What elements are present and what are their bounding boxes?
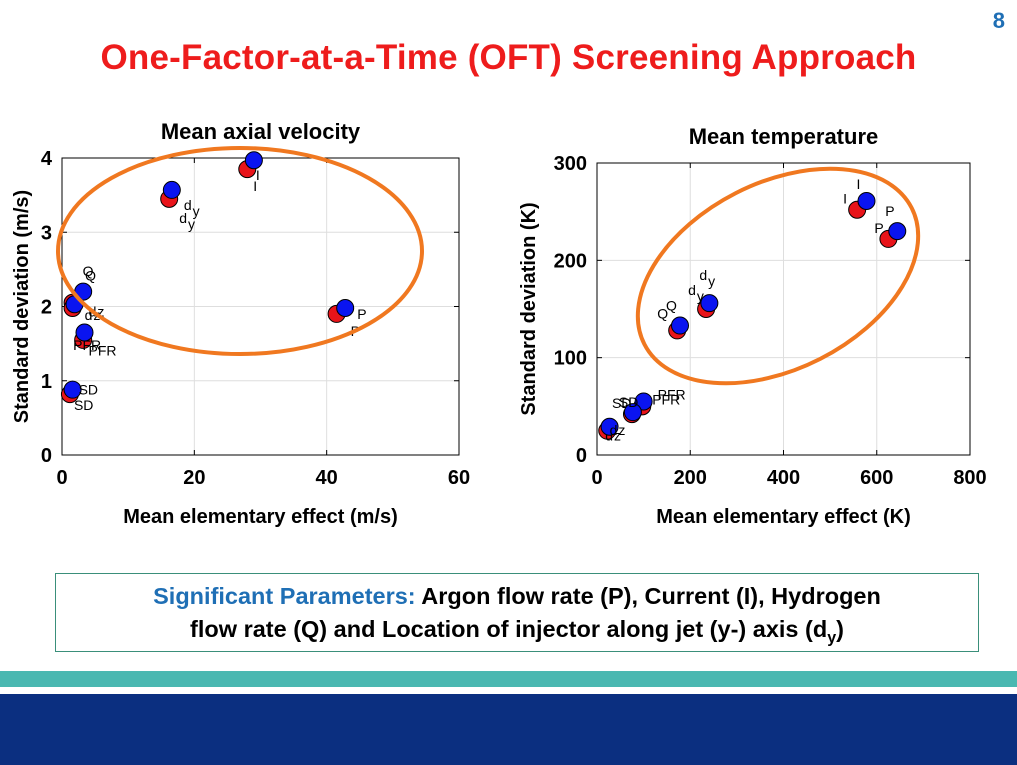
x-tick-label: 600 (860, 467, 893, 489)
point-label-Q: Q (657, 305, 668, 321)
point-label-I: I (856, 176, 860, 192)
y-tick-label: 4 (41, 148, 53, 170)
y-axis-label: Standard deviation (K) (518, 202, 540, 415)
x-tick-label: 60 (448, 467, 470, 489)
y-tick-label: 0 (576, 445, 587, 467)
chart-mean-axial-velocity: 0 20 40 60 0 1 2 3 4 Mean axial velocity Mean elem… (11, 119, 470, 528)
x-tick-label: 40 (316, 467, 338, 489)
point-label-dy: dy (184, 197, 200, 219)
point-label-SD: SD (74, 397, 93, 413)
point-label-Q: Q (83, 263, 94, 279)
summary-line1-text: Argon flow rate (P), Current (I), Hydrog… (415, 583, 881, 609)
charts-area: 0 20 40 60 0 1 2 3 4 Mean axial velocity Mean elem… (0, 105, 1017, 545)
axes-frame (596, 162, 971, 456)
y-tick-label: 100 (554, 348, 587, 370)
y-tick-label: 200 (554, 250, 587, 272)
x-tick-label: 0 (56, 467, 67, 489)
summary-line2-text: flow rate (Q) and Location of injector a… (190, 616, 828, 642)
data-point-blue-I (244, 151, 263, 170)
x-tick-label: 400 (767, 467, 800, 489)
y-tick-label: 0 (41, 445, 52, 467)
data-point-blue-SD (623, 403, 642, 422)
data-point-blue-PFR (634, 392, 653, 411)
x-tick-label: 200 (674, 467, 707, 489)
x-axis-label: Mean elementary effect (m/s) (123, 506, 398, 528)
point-label-dy: dy (699, 267, 715, 289)
y-tick-label: 300 (554, 153, 587, 175)
point-label-Q: Q (666, 298, 677, 314)
highlight-ellipse (635, 166, 921, 386)
y-tick-label: 1 (41, 371, 52, 393)
data-point-blue-dy (700, 294, 719, 313)
data-point-blue-PFR (75, 323, 94, 342)
point-label-Q: Q (85, 268, 96, 284)
footer-band-gap (0, 687, 1017, 694)
point-label-PFR: PFR (658, 386, 686, 402)
chart-title: Mean temperature (689, 124, 879, 149)
significant-parameters-box: Significant Parameters: Argon flow rate … (55, 573, 979, 652)
point-label-dy: dy (179, 210, 195, 232)
data-point-blue-dz (600, 417, 619, 436)
point-label-I: I (256, 167, 260, 183)
slide-title: One-Factor-at-a-Time (OFT) Screening App… (100, 38, 917, 77)
slide-number: 8 (992, 8, 1005, 33)
y-axis-label: Standard deviation (m/s) (11, 190, 33, 423)
point-label-dz: dz (610, 422, 626, 438)
summary-line-2: flow rate (Q) and Location of injector a… (56, 613, 978, 655)
chart-title: Mean axial velocity (161, 119, 361, 144)
highlight-ellipse (56, 146, 424, 356)
point-label-P: P (885, 203, 894, 219)
chart-mean-temperature: 0 200 400 600 800 0 100 200 300 Mean temperature M… (518, 124, 987, 528)
point-label-P: P (874, 220, 883, 236)
point-label-PFR: PFR (88, 342, 116, 358)
data-point-blue-Q (670, 316, 689, 335)
summary-line2-close: ) (836, 616, 844, 642)
point-label-P: P (357, 306, 366, 322)
x-tick-label: 20 (183, 467, 205, 489)
summary-line-1: Significant Parameters: Argon flow rate … (56, 580, 978, 613)
point-label-I: I (843, 191, 847, 207)
x-tick-label: 0 (591, 467, 602, 489)
footer-band-navy (0, 694, 1017, 765)
point-label-PFR: PFR (652, 391, 680, 407)
point-label-dy: dy (688, 282, 704, 304)
data-point-blue-dy (162, 180, 181, 199)
point-label-PFR: PFR (73, 337, 101, 353)
point-label-I: I (253, 178, 257, 194)
footer-band-teal (0, 671, 1017, 687)
data-point-blue-SD (63, 380, 82, 399)
x-axis-label: Mean elementary effect (K) (656, 506, 911, 528)
point-label-SD: SD (619, 394, 638, 410)
x-tick-label: 800 (953, 467, 986, 489)
data-point-blue-P (888, 222, 907, 241)
summary-subscript: y (827, 629, 837, 647)
point-label-SD: SD (79, 382, 98, 398)
y-tick-label: 2 (41, 297, 52, 319)
y-tick-label: 3 (41, 222, 52, 244)
data-point-blue-P (336, 298, 355, 317)
data-point-blue-I (857, 191, 876, 210)
summary-lead: Significant Parameters: (153, 583, 416, 609)
